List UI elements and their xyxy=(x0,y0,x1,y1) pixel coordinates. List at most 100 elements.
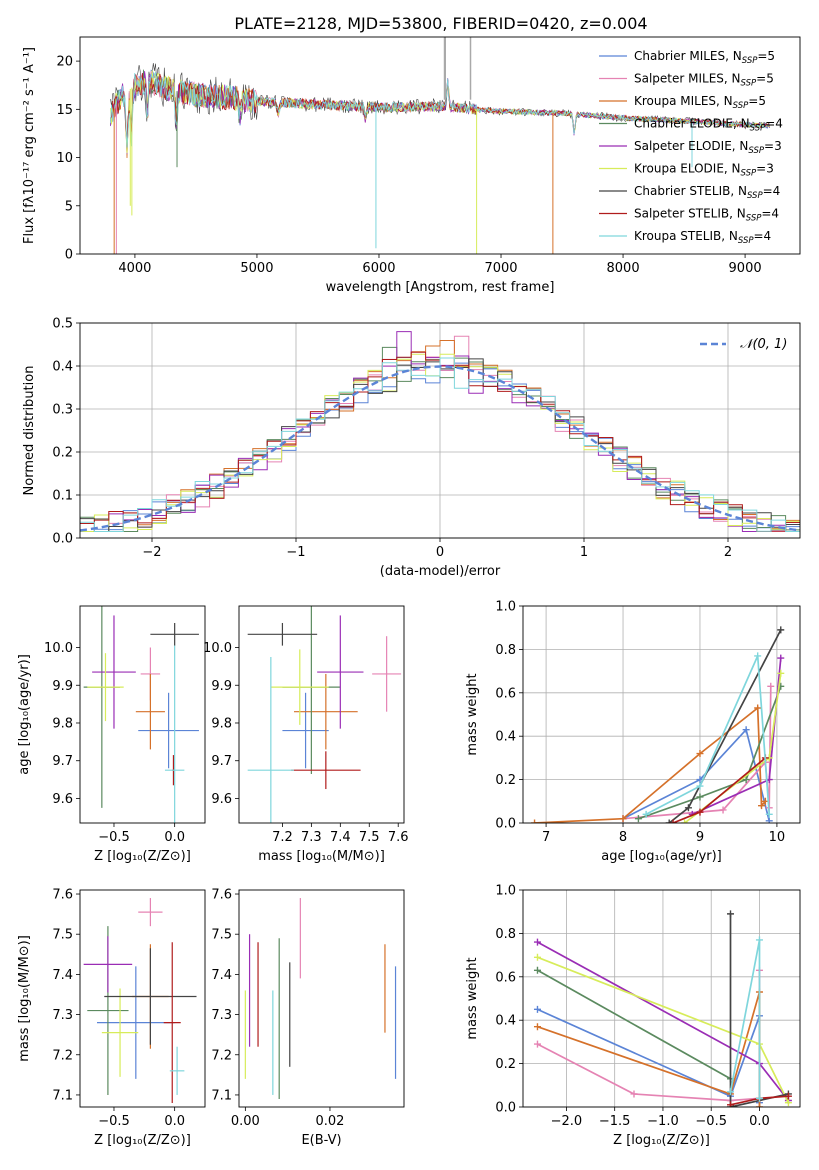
plus-marker xyxy=(533,1005,541,1013)
plus-marker xyxy=(533,938,541,946)
y-tick-label: 10.0 xyxy=(44,641,73,656)
plus-marker xyxy=(742,726,750,734)
plus-marker xyxy=(696,782,704,790)
legend-label: Kroupa ELODIE, NSSP=3 xyxy=(634,162,774,179)
plus-marker xyxy=(630,1090,638,1098)
x-tick-label: −1 xyxy=(286,545,305,560)
x-tick-label: 9000 xyxy=(729,261,762,276)
y-tick-label: 7.3 xyxy=(52,1008,73,1023)
histogram-series xyxy=(80,339,800,533)
plus-marker xyxy=(533,966,541,974)
x-tick-label: 8 xyxy=(619,830,627,845)
x-tick-label: −0.5 xyxy=(98,830,130,845)
x-tick-label: 4000 xyxy=(118,261,151,276)
spectrum-line xyxy=(110,70,770,154)
weight-line xyxy=(537,969,731,1080)
x-tick-label: 2 xyxy=(724,545,732,560)
plus-marker xyxy=(531,819,539,823)
age-vs-mass-panel: 7.2 7.3 7.4 7.5 7.6 9.6 9.7 9.8 9.9 10.0 mass [log… xyxy=(203,605,409,864)
plus-marker xyxy=(767,682,775,690)
plus-marker xyxy=(696,808,704,816)
plus-marker xyxy=(533,1040,541,1048)
legend-label: Chabrier ELODIE, NSSP=4 xyxy=(634,117,783,134)
y-tick-label: 0.4 xyxy=(52,360,73,375)
x-tick-label: −2 xyxy=(142,545,161,560)
y-tick-label: 0.8 xyxy=(495,643,516,658)
y-tick-label: 7.4 xyxy=(211,968,232,983)
plus-marker xyxy=(754,704,762,712)
y-tick-label: 0.0 xyxy=(495,1101,516,1116)
x-tick-label: −1.0 xyxy=(647,1114,679,1129)
plus-marker xyxy=(777,654,785,662)
weight-line xyxy=(622,727,771,822)
y-tick-label: 0.0 xyxy=(52,532,73,547)
plus-marker xyxy=(742,776,750,784)
y-axis-label: age [log₁₀(age/yr)] xyxy=(17,654,32,775)
legend-label: Salpeter STELIB, NSSP=4 xyxy=(634,207,779,224)
x-tick-label: −0.5 xyxy=(98,1114,130,1129)
x-tick-label: 0.00 xyxy=(231,1114,260,1129)
x-tick-label: 0.02 xyxy=(315,1114,344,1129)
y-tick-label: 0.3 xyxy=(52,403,73,418)
plot-frame xyxy=(79,605,206,824)
y-tick-label: 0.2 xyxy=(495,773,516,788)
histogram-series xyxy=(80,357,800,533)
plus-marker xyxy=(777,669,785,677)
gaussian-curve xyxy=(80,365,800,532)
x-tick-label: 7.6 xyxy=(388,830,409,845)
y-tick-label: 15 xyxy=(56,103,73,118)
plot-frame xyxy=(79,322,801,539)
y-tick-label: 9.8 xyxy=(211,716,232,731)
legend-label: Kroupa MILES, NSSP=5 xyxy=(634,94,766,111)
x-axis-label: wavelength [Angstrom, rest frame] xyxy=(326,280,555,295)
x-tick-label: 9 xyxy=(696,830,704,845)
plus-marker xyxy=(784,1092,792,1100)
x-axis-label: mass [log₁₀(M/M⊙)] xyxy=(258,849,385,864)
y-axis-label: mass weight xyxy=(465,673,480,755)
x-tick-label: 5000 xyxy=(240,261,273,276)
plus-marker xyxy=(755,1094,763,1102)
plot-frame xyxy=(238,889,405,1108)
mass-vs-Z-panel: −0.5 0.0 7.1 7.2 7.3 7.4 7.5 7.6 Z [log₁₀(Z/Z⊙)]… xyxy=(17,888,206,1148)
y-tick-label: 7.1 xyxy=(211,1088,232,1103)
x-tick-label: 10 xyxy=(769,830,786,845)
plus-marker xyxy=(719,806,727,814)
y-tick-label: 7.1 xyxy=(52,1088,73,1103)
y-tick-label: 7.3 xyxy=(211,1008,232,1023)
age-vs-Z-panel: −0.5 0.0 9.6 9.7 9.8 9.9 10.0 Z [log₁₀(Z/Z⊙)] ag… xyxy=(17,605,206,864)
plus-marker xyxy=(755,936,763,944)
y-tick-label: 0.1 xyxy=(52,489,73,504)
x-tick-label: −2.0 xyxy=(551,1114,583,1129)
y-tick-label: 0.5 xyxy=(52,317,73,332)
y-tick-label: 7.5 xyxy=(52,928,73,943)
plus-marker xyxy=(665,819,673,823)
plus-marker xyxy=(533,1023,541,1031)
plus-marker xyxy=(669,819,677,823)
y-tick-label: 1.0 xyxy=(495,884,516,899)
y-tick-label: 7.2 xyxy=(211,1048,232,1063)
x-tick-label: 7.2 xyxy=(272,830,293,845)
plus-marker xyxy=(755,1103,763,1107)
y-tick-label: 9.7 xyxy=(52,754,73,769)
plus-marker xyxy=(727,1088,735,1096)
plus-marker xyxy=(727,910,735,918)
legend-label: Kroupa STELIB, NSSP=4 xyxy=(634,229,771,246)
y-axis-label: mass weight xyxy=(465,957,480,1039)
plot-frame xyxy=(79,889,206,1108)
legend-label: Chabrier MILES, NSSP=5 xyxy=(634,49,775,66)
x-tick-label: 6000 xyxy=(362,261,395,276)
y-tick-label: 9.9 xyxy=(52,679,73,694)
massweight-vs-Z-panel: −2.0 −1.5 −1.0 −0.5 0.0 0.0 0.2 0.4 0.6 0.8 1.0 Z [… xyxy=(465,884,801,1148)
y-tick-label: 7.6 xyxy=(52,888,73,903)
y-axis-label: mass [log₁₀(M/M⊙)] xyxy=(17,935,32,1062)
y-tick-label: 0.4 xyxy=(495,1014,516,1029)
y-tick-label: 20 xyxy=(56,55,73,70)
x-axis-label: E(B-V) xyxy=(301,1133,341,1148)
y-tick-label: 9.6 xyxy=(211,792,232,807)
x-tick-label: 0.0 xyxy=(164,830,185,845)
plus-marker xyxy=(727,1101,735,1107)
weight-line xyxy=(645,655,771,816)
y-tick-label: 0.8 xyxy=(495,927,516,942)
y-tick-label: 0.2 xyxy=(52,446,73,461)
